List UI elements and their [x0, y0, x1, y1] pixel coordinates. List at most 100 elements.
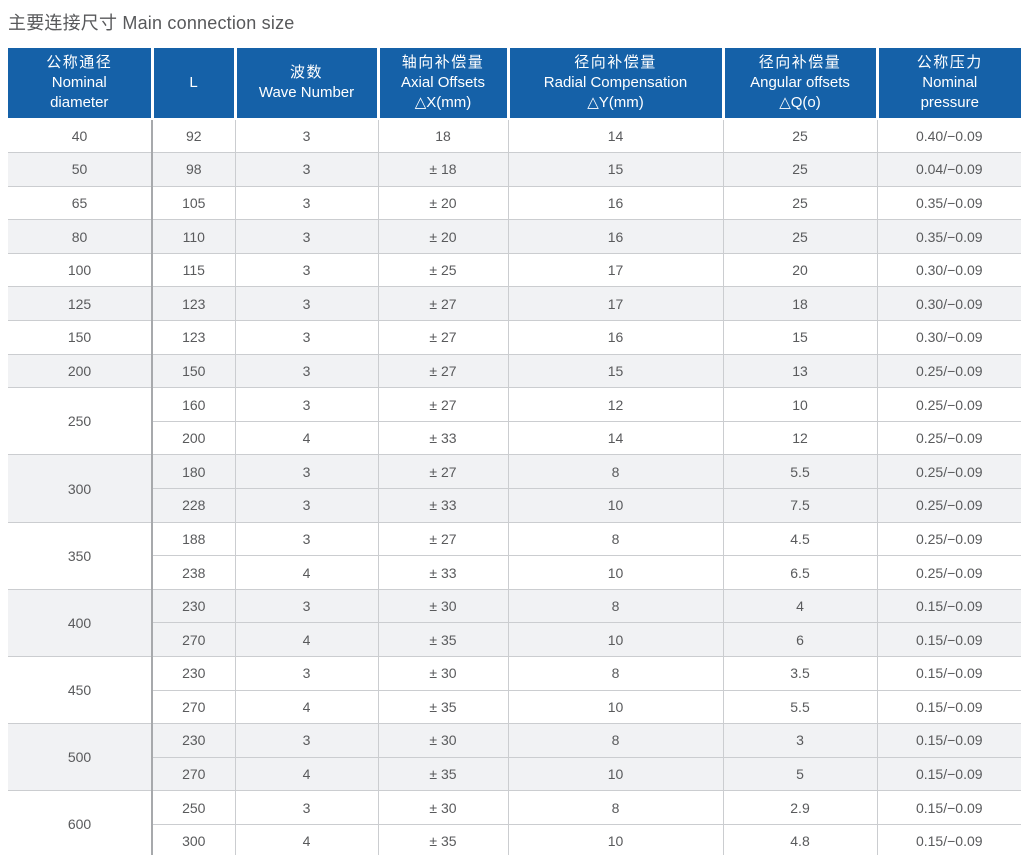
- data-cell: 4: [234, 555, 379, 590]
- column-header: 轴向补偿量 Axial Offsets △X(mm): [376, 48, 508, 120]
- column-header: 公称通径 Nominal diameter: [8, 48, 152, 120]
- connection-size-table: 公称通径 Nominal diameter L 波数 Wave Number 轴向补偿量 Ax…: [8, 48, 1021, 855]
- data-cell: 0.15/−0.09: [876, 756, 1021, 792]
- column-header-zh: 波数: [289, 64, 323, 82]
- column-header-line: △Y(mm): [587, 93, 644, 111]
- data-cell: 4: [234, 756, 379, 792]
- data-cell: ± 30: [377, 723, 509, 758]
- column-header-line: Axial Offsets: [401, 74, 485, 92]
- data-cell: 4: [234, 823, 379, 855]
- data-cell: 0.25/−0.09: [876, 420, 1021, 456]
- data-cell: 0.15/−0.09: [876, 656, 1021, 691]
- data-cell: ± 27: [377, 286, 509, 322]
- data-cell: 4: [234, 689, 379, 725]
- data-cell: 0.04/−0.09: [876, 152, 1021, 187]
- diameter-cell: 100: [8, 252, 153, 288]
- data-cell: 17: [507, 286, 724, 322]
- data-cell: 3: [234, 286, 379, 322]
- diameter-cell: 300: [8, 454, 153, 523]
- table-row: 150 123 3 ± 27 16 15 0.30/−0.09: [8, 320, 1021, 355]
- data-cell: 7.5: [722, 488, 878, 523]
- data-cell: 115: [151, 252, 236, 288]
- data-cell: 0.25/−0.09: [876, 387, 1021, 422]
- data-cell: 3: [234, 252, 379, 288]
- table-body: 40 92 3 18 14 25 0.40/−0.09 50 98 3 ± 18 15 25 0.04/−…: [8, 118, 1021, 855]
- data-cell: 10: [507, 488, 724, 523]
- data-cell: 8: [507, 723, 724, 758]
- data-cell: 25: [722, 185, 878, 221]
- data-cell: 4: [234, 420, 379, 456]
- data-cell: 10: [722, 387, 878, 422]
- data-cell: 0.25/−0.09: [876, 353, 1021, 389]
- data-cell: ± 27: [377, 454, 509, 490]
- data-cell: 8: [507, 454, 724, 490]
- data-cell: 0.25/−0.09: [876, 521, 1021, 557]
- diameter-cell: 350: [8, 521, 153, 590]
- data-cell: ± 33: [377, 555, 509, 590]
- table-row: 270 4 ± 35 10 6 0.15/−0.09: [8, 622, 1021, 657]
- data-cell: 5: [722, 756, 878, 792]
- table-row: 200 4 ± 33 14 12 0.25/−0.09: [8, 420, 1021, 456]
- column-header: 波数 Wave Number: [233, 48, 378, 120]
- data-cell: 0.40/−0.09: [876, 118, 1021, 154]
- data-cell: 92: [151, 118, 236, 154]
- data-cell: 16: [507, 219, 724, 254]
- data-cell: 8: [507, 588, 724, 624]
- table-row: 500 230 3 ± 30 8 3 0.15/−0.09: [8, 723, 1021, 792]
- table-header: 公称通径 Nominal diameter L 波数 Wave Number 轴向补偿量 Ax…: [8, 48, 1021, 120]
- data-cell: 270: [151, 622, 236, 657]
- data-cell: 18: [377, 118, 509, 154]
- diameter-cell: 65: [8, 185, 153, 221]
- diameter-cell: 125: [8, 286, 153, 322]
- data-cell: 3: [234, 118, 379, 154]
- table-row: 40 92 3 18 14 25 0.40/−0.09: [8, 118, 1021, 154]
- data-cell: 230: [151, 656, 236, 691]
- data-cell: ± 35: [377, 622, 509, 657]
- data-cell: ± 27: [377, 521, 509, 557]
- table-row: 250 160 3 ± 27 12 10 0.25/−0.09: [8, 387, 1021, 456]
- diameter-cell: 200: [8, 353, 153, 389]
- column-header-line: Nominal: [51, 74, 107, 92]
- data-cell: 188: [151, 521, 236, 557]
- column-header-line: Angular offsets: [750, 74, 850, 92]
- data-cell: 3: [234, 656, 379, 691]
- data-cell: 12: [507, 387, 724, 422]
- data-cell: 0.35/−0.09: [876, 219, 1021, 254]
- data-cell: 105: [151, 185, 236, 221]
- column-header-line: L: [189, 74, 198, 92]
- column-header-line: diameter: [50, 93, 109, 111]
- page-title: 主要连接尺寸 Main connection size: [8, 13, 295, 33]
- data-cell: ± 33: [377, 488, 509, 523]
- column-header: 公称压力 Nominal pressure: [875, 48, 1021, 120]
- data-cell: 12: [722, 420, 878, 456]
- data-cell: 0.15/−0.09: [876, 588, 1021, 624]
- data-cell: 25: [722, 152, 878, 187]
- data-cell: 25: [722, 118, 878, 154]
- data-cell: 123: [151, 320, 236, 355]
- data-cell: 4.8: [722, 823, 878, 855]
- column-header-line: Radial Compensation: [543, 74, 688, 92]
- data-cell: 25: [722, 219, 878, 254]
- table-row: 80 110 3 ± 20 16 25 0.35/−0.09: [8, 219, 1021, 254]
- data-cell: 10: [507, 555, 724, 590]
- data-cell: 0.25/−0.09: [876, 488, 1021, 523]
- data-cell: 15: [507, 353, 724, 389]
- data-cell: 0.25/−0.09: [876, 555, 1021, 590]
- data-cell: 180: [151, 454, 236, 490]
- column-header: 径向补偿量 Radial Compensation △Y(mm): [506, 48, 723, 120]
- table-row: 400 230 3 ± 30 8 4 0.15/−0.09: [8, 588, 1021, 658]
- data-cell: 3: [234, 219, 379, 254]
- data-cell: 3: [234, 521, 379, 557]
- data-cell: 8: [507, 521, 724, 557]
- data-cell: 20: [722, 252, 878, 288]
- data-cell: 3.5: [722, 656, 878, 691]
- data-cell: 3: [234, 387, 379, 422]
- column-header-zh: 径向补偿量: [574, 54, 657, 72]
- data-cell: 2.9: [722, 790, 878, 825]
- data-cell: ± 25: [377, 252, 509, 288]
- diameter-cell: 500: [8, 723, 153, 792]
- data-cell: 6: [722, 622, 878, 657]
- diameter-cell: 450: [8, 655, 153, 725]
- table-row: 228 3 ± 33 10 7.5 0.25/−0.09: [8, 488, 1021, 523]
